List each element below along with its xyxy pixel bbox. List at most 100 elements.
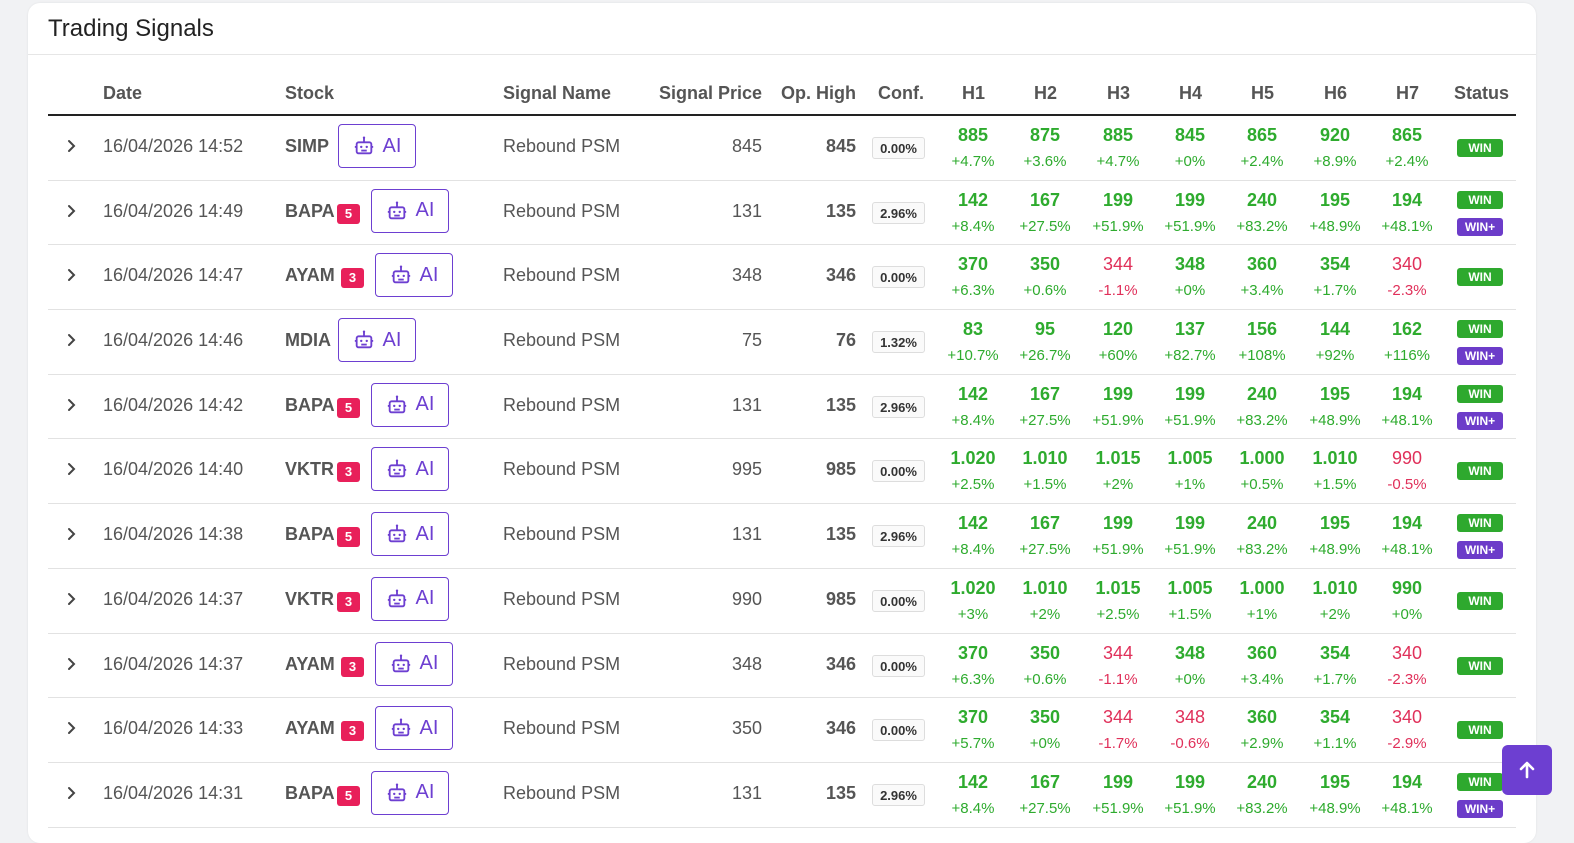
signal-date: 16/04/2026 14:46 [103,330,244,351]
stock-ticker[interactable]: MDIA [285,330,331,351]
header-h3[interactable]: H3 [1107,83,1131,103]
expand-chevron-icon[interactable] [66,459,78,479]
stock-ticker[interactable]: BAPA [285,394,335,415]
h1-price: 1.020 [950,448,996,469]
ai-analysis-button[interactable]: AI [371,512,449,557]
header-h7[interactable]: H7 [1396,83,1420,103]
header-op-high[interactable]: Op. High [781,83,856,103]
h2-price: 167 [1029,771,1061,792]
h3-price: 1.015 [1095,448,1141,469]
stock-ticker[interactable]: VKTR [285,588,334,609]
h7-price: 865 [1391,125,1423,145]
table-row[interactable]: 16/04/2026 14:42 BAPA 5 AI Rebound PSM 131 135… [48,375,1516,440]
h1-change: +10.7% [947,347,999,365]
signal-count-badge: 5 [337,203,360,224]
table-row[interactable]: 16/04/2026 14:49 BAPA 5 AI Rebound PSM 131 135… [48,181,1516,246]
signals-table: Date Stock Signal Name Signal Price Op. … [48,77,1516,828]
header-h2[interactable]: H2 [1034,83,1058,103]
header-date[interactable]: Date [103,83,143,103]
expand-chevron-icon[interactable] [66,783,78,803]
h1-change: +6.3% [951,670,995,688]
h5-price: 240 [1246,771,1278,792]
h5-price: 865 [1246,125,1278,145]
h2-change: +2% [1029,605,1061,623]
ai-analysis-button[interactable]: AI [375,641,453,686]
h6-change: +1.7% [1313,282,1357,300]
confidence-badge: 0.00% [872,589,925,612]
h6-change: +48.9% [1309,217,1361,235]
header-h6[interactable]: H6 [1324,83,1348,103]
header-signal-name[interactable]: Signal Name [503,83,612,103]
h4-change: +0% [1174,282,1206,300]
expand-chevron-icon[interactable] [66,654,78,674]
ai-analysis-button[interactable]: AI [338,318,416,363]
stock-ticker[interactable]: BAPA [285,782,335,803]
ai-analysis-button[interactable]: AI [371,447,449,492]
signal-name: Rebound PSM [503,136,621,156]
table-row[interactable]: 16/04/2026 14:52 SIMP AI Rebound PSM 845 845 0… [48,116,1516,181]
h6-price: 195 [1319,189,1351,210]
header-signal-price[interactable]: Signal Price [658,83,762,103]
header-conf[interactable]: Conf. [878,83,924,103]
h3-change: +51.9% [1092,217,1144,235]
h5-change: +83.2% [1236,799,1288,817]
stock-ticker[interactable]: VKTR [285,459,334,480]
status-win-badge: WIN [1457,656,1503,675]
ai-analysis-button[interactable]: AI [371,382,449,427]
expand-chevron-icon[interactable] [66,330,78,350]
expand-chevron-icon[interactable] [66,524,78,544]
signal-count-badge: 5 [337,785,360,806]
signal-date: 16/04/2026 14:33 [103,718,244,739]
status-win-plus-badge: WIN+ [1457,347,1503,366]
h3-change: -1.7% [1098,735,1138,753]
table-row[interactable]: 16/04/2026 14:37 VKTR 3 AI Rebound PSM 990 985… [48,569,1516,634]
signal-price: 995 [731,459,762,480]
expand-chevron-icon[interactable] [66,589,78,609]
h1-price: 1.020 [950,577,996,598]
robot-icon [387,201,406,219]
ai-analysis-button[interactable]: AI [375,253,453,298]
h1-change: +5.7% [951,735,995,753]
stock-ticker[interactable]: SIMP [285,136,330,156]
h1-change: +2.5% [951,476,995,494]
h6-price: 195 [1319,513,1351,534]
table-row[interactable]: 16/04/2026 14:37 AYAM 3 AI Rebound PSM 348 346… [48,634,1516,699]
expand-chevron-icon[interactable] [66,265,78,285]
h1-price: 370 [957,254,989,275]
h1-price: 142 [957,771,989,792]
expand-chevron-icon[interactable] [66,718,78,738]
table-row[interactable]: 16/04/2026 14:38 BAPA 5 AI Rebound PSM 131 135… [48,504,1516,569]
robot-icon [391,265,410,284]
h5-change: +108% [1238,347,1286,365]
h6-price: 354 [1319,254,1351,275]
header-h5[interactable]: H5 [1251,83,1275,103]
expand-chevron-icon[interactable] [66,136,78,156]
stock-ticker[interactable]: AYAM [285,718,335,739]
table-row[interactable]: 16/04/2026 14:40 VKTR 3 AI Rebound PSM 995 985… [48,439,1516,505]
scroll-to-top-button[interactable] [1502,745,1552,795]
stock-ticker[interactable]: AYAM [285,653,335,674]
stock-ticker[interactable]: AYAM [285,265,335,286]
header-status[interactable]: Status [1454,83,1510,103]
table-row[interactable]: 16/04/2026 14:47 AYAM 3 AI Rebound PSM 348 346… [48,245,1516,311]
ai-analysis-button[interactable]: AI [371,188,449,233]
header-stock[interactable]: Stock [285,83,335,103]
ai-analysis-button[interactable]: AI [338,124,416,168]
h4-change: +51.9% [1164,217,1216,235]
ai-analysis-button[interactable]: AI [375,706,453,751]
h5-price: 1.000 [1239,577,1285,598]
expand-chevron-icon[interactable] [66,201,78,221]
stock-ticker[interactable]: BAPA [285,524,335,545]
ai-analysis-button[interactable]: AI [371,770,449,815]
signal-price: 990 [731,588,762,609]
h3-price: 344 [1102,642,1134,663]
ai-analysis-button[interactable]: AI [371,576,449,621]
header-h4[interactable]: H4 [1179,83,1203,103]
expand-chevron-icon[interactable] [66,395,78,415]
table-row[interactable]: 16/04/2026 14:33 AYAM 3 AI Rebound PSM 350 346… [48,698,1516,763]
open-high: 135 [825,782,856,803]
stock-ticker[interactable]: BAPA [285,200,335,221]
signal-count-badge: 3 [341,656,364,677]
table-row[interactable]: 16/04/2026 14:46 MDIA AI Rebound PSM 75 76 1.3… [48,310,1516,375]
header-h1[interactable]: H1 [962,83,986,103]
